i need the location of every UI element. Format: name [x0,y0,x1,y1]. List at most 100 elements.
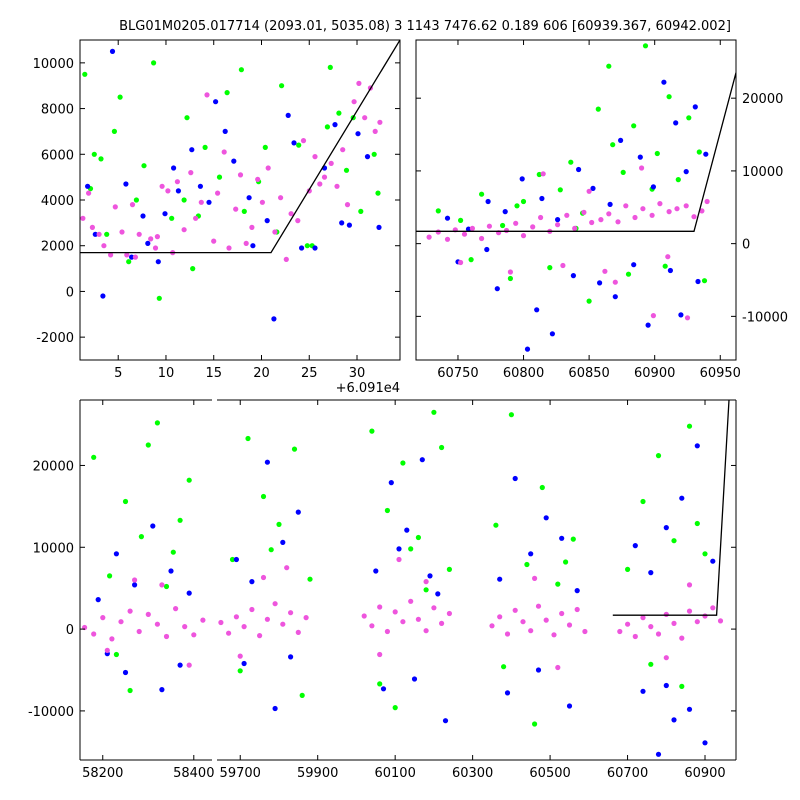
y-tick-label: 10000 [33,541,74,556]
pink-point [89,224,95,230]
pink-point [520,619,526,625]
blue-point [539,195,545,202]
pink-point [666,209,672,215]
x-tick-label: 58200 [82,766,123,781]
green-point [186,477,192,483]
y-tick-label: 4000 [41,194,74,209]
pink-point [392,609,398,615]
green-point [458,217,464,223]
pink-point [295,629,301,636]
pink-point [532,575,538,582]
pink-point [663,655,669,661]
pink-point [152,245,159,251]
blue-point [312,245,318,251]
pink-point [100,615,106,621]
blue-point [497,576,503,582]
pink-point [504,631,511,637]
pink-point [640,615,646,621]
green-point [686,115,692,121]
green-point [563,559,569,565]
pink-point [243,240,249,246]
blue-point [612,294,618,300]
pink-point [415,616,421,622]
blue-point [271,316,277,322]
green-point [377,681,383,687]
blue-point [485,198,491,205]
blue-point [95,597,101,603]
blue-point [332,122,338,128]
blue-point [444,215,451,221]
pink-point [163,633,170,640]
pink-point [132,577,138,583]
green-point [299,692,305,699]
figure-title: BLG01M0205.017714 (2093.01, 5035.08) 3 1… [119,19,731,34]
pink-point [566,622,573,628]
pink-point [589,219,595,226]
x-tick-label: 60750 [437,366,478,381]
green-point [237,668,243,674]
pink-point [129,202,136,208]
pink-point [241,624,247,630]
blue-point [661,79,667,85]
pink-point [372,128,378,134]
pink-point [538,214,544,221]
green-point [170,549,176,555]
blue-point [264,218,270,224]
blue-point [246,195,252,201]
blue-point [100,293,106,299]
green-point [229,556,236,563]
blue-point [549,331,556,337]
green-point [500,222,506,229]
y-tick-label: 20000 [33,459,74,474]
x-tick-label: 60500 [529,766,570,781]
blue-point [295,509,301,515]
top-right-panel: 60750 60800 60850 60900 60950 -10000 0 10000 200… [415,39,788,381]
pink-point [623,203,629,209]
pink-point [165,188,171,194]
green-point [279,83,285,89]
blue-point [590,185,596,191]
blue-point [168,568,174,574]
blue-point [663,525,669,531]
pink-point [615,219,621,225]
green-point [190,266,196,272]
blue-point [177,662,183,668]
green-point [163,583,170,590]
pink-point [650,313,657,319]
pink-point [671,620,677,627]
blue-point [519,176,525,182]
blue-point [618,137,624,143]
y-tick-label: -2000 [36,331,74,346]
blue-point [607,201,613,207]
green-point [610,142,616,148]
pink-point [104,647,110,654]
green-point [156,295,162,301]
x-tick-label: 10 [158,366,175,381]
green-point [536,171,542,178]
blue-point [122,669,129,676]
blue-point [528,551,534,557]
green-point [104,231,110,237]
blue-point [175,188,181,194]
green-point [126,259,132,265]
bottom-panel: 58200 58400 59700 59900 60100 60300 60500 60700… [28,399,737,781]
green-point [369,428,375,434]
blue-point [534,307,540,313]
blue-point [145,240,151,246]
pink-point [400,619,406,625]
green-point [520,198,527,205]
green-point [245,435,251,442]
green-point [679,683,685,690]
y-tick-label: 20000 [742,92,783,107]
pink-point [356,80,362,86]
pink-point [530,224,536,230]
pink-point [226,245,232,251]
green-point [666,94,672,100]
pink-point [649,212,655,218]
x-tick-label: 15 [205,366,222,381]
pink-point [159,582,165,588]
pink-point [101,243,107,249]
pink-point [617,628,623,635]
blue-point [645,322,651,328]
pink-point [204,92,210,98]
